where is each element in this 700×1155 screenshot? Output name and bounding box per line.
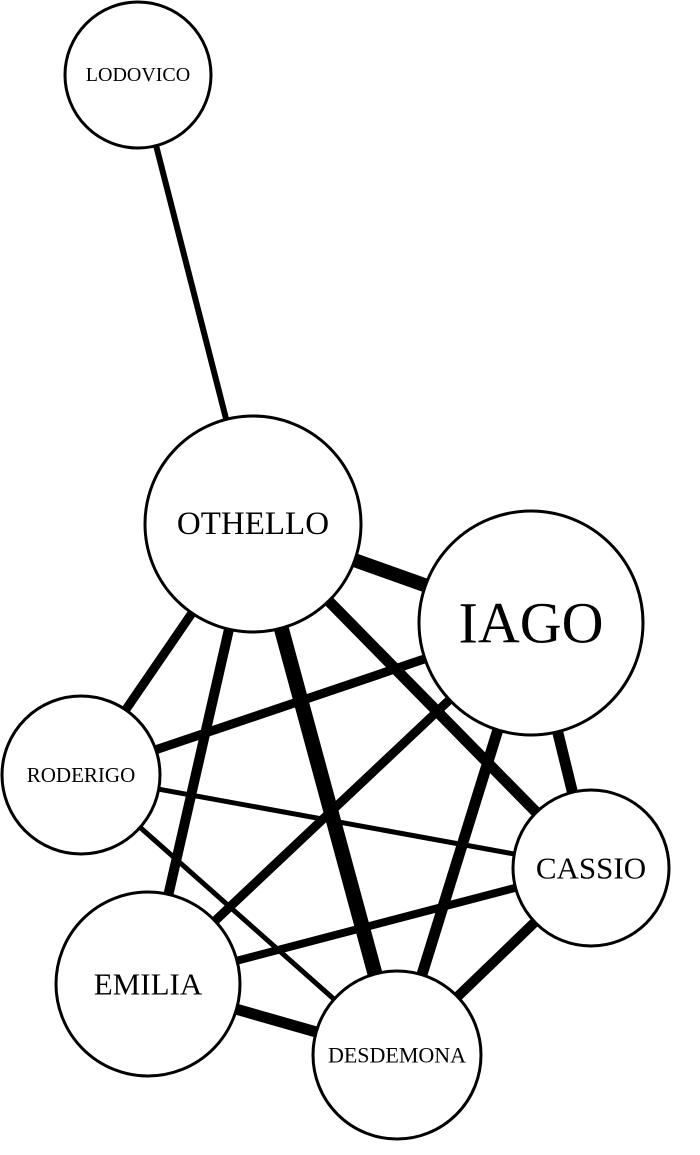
node-label-desdemona: DESDEMONA xyxy=(328,1043,466,1068)
node-label-roderigo: RODERIGO xyxy=(27,763,136,787)
node-roderigo: RODERIGO xyxy=(0,694,162,856)
node-label-othello: OTHELLO xyxy=(177,506,329,542)
node-cassio: CASSIO xyxy=(511,788,671,948)
node-label-lodovico: LODOVICO xyxy=(86,64,190,86)
node-circle-roderigo xyxy=(0,694,162,856)
nodes-layer: LODOVICO OTHELLO IAGO RODERIGO CASSIO EMILIA D… xyxy=(0,0,671,1141)
node-circle-othello xyxy=(143,414,363,634)
node-othello: OTHELLO xyxy=(143,414,363,634)
node-lodovico: LODOVICO xyxy=(63,0,213,150)
node-emilia: EMILIA xyxy=(54,890,242,1078)
node-label-cassio: CASSIO xyxy=(536,851,646,886)
node-label-emilia: EMILIA xyxy=(94,967,203,1002)
node-desdemona: DESDEMONA xyxy=(311,969,483,1141)
node-circle-cassio xyxy=(511,788,671,948)
node-label-iago: IAGO xyxy=(459,591,604,656)
node-circle-emilia xyxy=(54,890,242,1078)
node-circle-iago xyxy=(417,509,645,737)
node-circle-desdemona xyxy=(311,969,483,1141)
node-circle-lodovico xyxy=(63,0,213,150)
edge-roderigo-cassio xyxy=(80,772,592,871)
node-iago: IAGO xyxy=(417,509,645,737)
